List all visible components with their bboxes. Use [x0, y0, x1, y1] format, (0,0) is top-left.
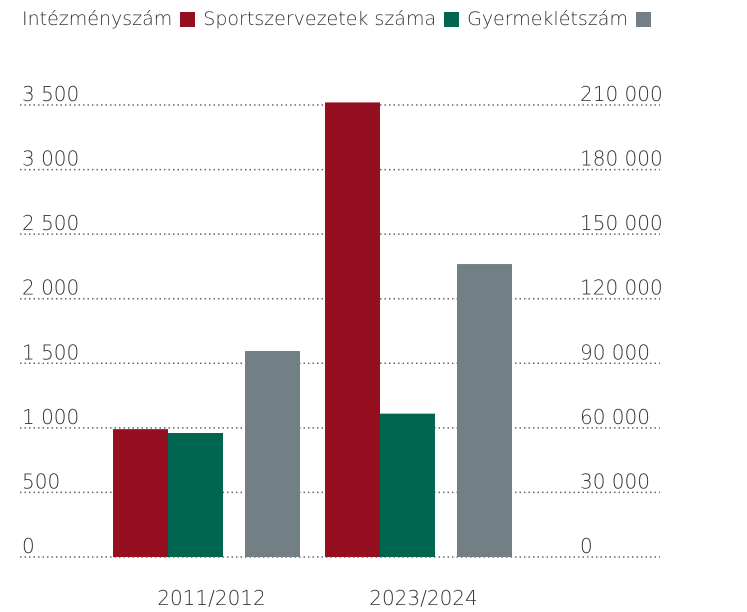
y2-tick-label: 210 000 — [580, 82, 663, 106]
bar — [113, 429, 168, 557]
y-tick-label: 2 500 — [22, 211, 79, 235]
bar — [380, 413, 435, 557]
y-tick-label: 0 — [22, 534, 35, 558]
y2-tick-label: 30 000 — [580, 469, 650, 493]
legend-item: Gyermeklétszám — [467, 8, 651, 30]
x-tick-label: 2011/2012 — [157, 586, 266, 610]
legend-swatch — [180, 11, 196, 27]
y-tick-label: 1 000 — [22, 405, 79, 429]
y2-tick-label: 150 000 — [580, 211, 663, 235]
y-tick-label: 2 000 — [22, 276, 79, 300]
legend-swatch — [635, 11, 651, 27]
y-tick-label: 1 500 — [22, 340, 79, 364]
y-tick-label: 3 500 — [22, 82, 79, 106]
y2-tick-label: 120 000 — [580, 276, 663, 300]
legend-swatch — [444, 11, 460, 27]
legend-item: Sportszervezetek száma — [203, 8, 460, 30]
y-tick-label: 3 000 — [22, 147, 79, 171]
bar — [325, 102, 380, 557]
y-tick-label: 500 — [22, 469, 60, 493]
legend-item: Intézményszám — [22, 8, 196, 30]
y2-tick-label: 60 000 — [580, 405, 650, 429]
legend-label: Intézményszám — [22, 8, 173, 30]
legend: Intézményszám Sportszervezetek száma Gyerm… — [22, 8, 659, 30]
legend-label: Gyermeklétszám — [467, 8, 628, 30]
bar — [245, 351, 300, 557]
y2-tick-label: 0 — [580, 534, 593, 558]
y2-tick-label: 90 000 — [580, 340, 650, 364]
y2-tick-label: 180 000 — [580, 147, 663, 171]
bar — [457, 264, 512, 557]
x-tick-label: 2023/2024 — [369, 586, 478, 610]
legend-label: Sportszervezetek száma — [203, 8, 437, 30]
bar — [168, 433, 223, 557]
